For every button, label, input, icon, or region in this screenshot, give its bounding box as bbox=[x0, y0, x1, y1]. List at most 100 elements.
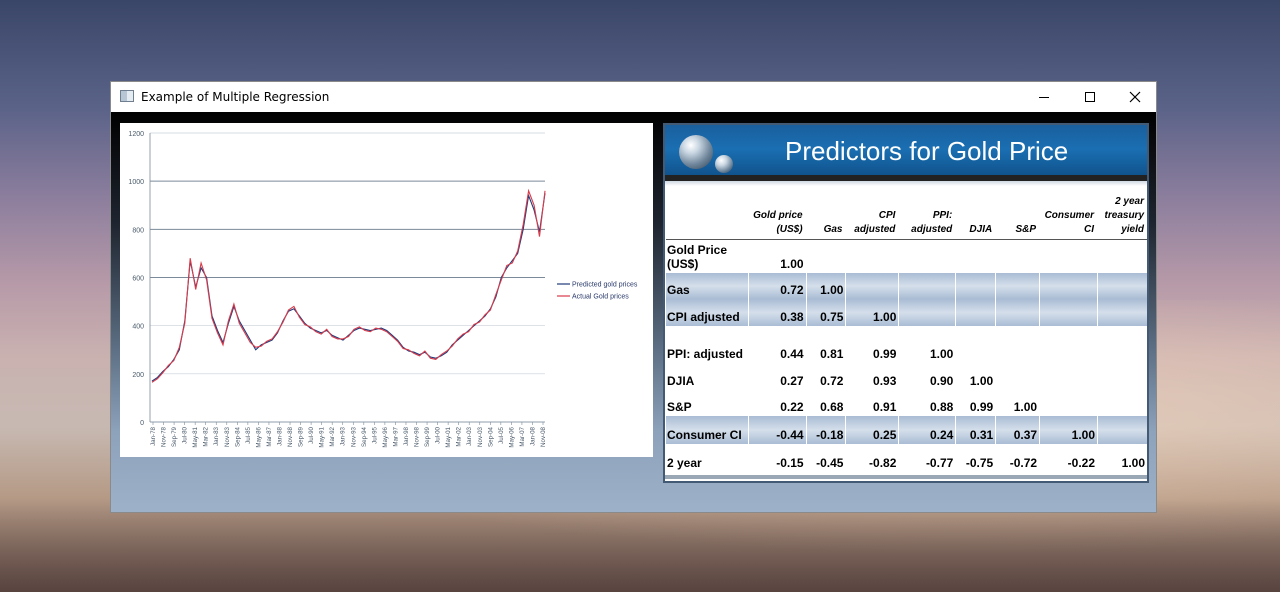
table-row: S&P 0.22 0.68 0.91 0.88 0.99 1.00 bbox=[666, 390, 1147, 416]
row-label: Gas bbox=[666, 272, 748, 299]
x-tick-label: Sep-84 bbox=[234, 426, 241, 447]
column-header-line: 2 year bbox=[1115, 196, 1144, 207]
correlation-cell: -0.72 bbox=[1009, 455, 1038, 470]
x-tick-label: Mar-87 bbox=[266, 426, 273, 446]
x-tick-label: Nov-98 bbox=[414, 426, 421, 447]
correlation-cell: 1.00 bbox=[805, 272, 846, 299]
x-tick-label: May-81 bbox=[192, 426, 199, 447]
correlation-cell bbox=[1039, 326, 1097, 363]
y-tick-label: 600 bbox=[132, 276, 144, 283]
correlation-cell bbox=[806, 240, 846, 273]
column-header-line: CPI bbox=[878, 210, 896, 221]
column-header-line: Gold price bbox=[753, 210, 803, 221]
row-label-line: Gold Price bbox=[667, 242, 728, 257]
header-corner bbox=[666, 191, 748, 240]
banner-stripe bbox=[665, 175, 1147, 181]
gold-price-chart: 0 200 400 600 800 1000 1200 Jan-78 Nov-78 Sep-79 J… bbox=[120, 123, 653, 457]
row-label: CPI adjusted bbox=[666, 298, 748, 326]
row-label-line: CPI adjusted bbox=[667, 309, 740, 324]
correlation-cell bbox=[845, 272, 899, 299]
column-header-line: adjusted bbox=[911, 224, 953, 235]
table-row: Consumer CI -0.44 -0.18 0.25 0.24 0.31 0.37 1.0… bbox=[666, 415, 1147, 444]
correlation-cell: -0.82 bbox=[869, 455, 897, 470]
predictors-slide: Predictors for Gold Price Gold price (US$… bbox=[663, 123, 1149, 483]
correlation-cell bbox=[955, 272, 996, 299]
maximize-button[interactable] bbox=[1067, 82, 1113, 112]
series-line-actual bbox=[151, 188, 546, 383]
column-header-line: Gas bbox=[823, 224, 843, 235]
column-header: Gold price (US$) bbox=[747, 191, 806, 240]
correlation-cell: 0.91 bbox=[873, 399, 897, 414]
correlation-cell: 0.72 bbox=[747, 272, 806, 299]
table-bottom-border bbox=[665, 475, 1147, 479]
y-tick-label: 0 bbox=[140, 420, 144, 427]
correlation-cell: 1.00 bbox=[1121, 455, 1145, 470]
y-tick-label: 800 bbox=[132, 227, 144, 234]
column-header-line: adjusted bbox=[854, 224, 896, 235]
table-row: DJIA 0.27 0.72 0.93 0.90 1.00 bbox=[666, 363, 1147, 390]
table-row: Gold Price (US$) 1.00 bbox=[666, 240, 1147, 273]
correlation-cell bbox=[995, 326, 1039, 363]
window-title: Example of Multiple Regression bbox=[141, 90, 330, 104]
x-tick-label: May-06 bbox=[508, 426, 515, 447]
correlation-cell bbox=[995, 298, 1040, 326]
row-label: PPI: adjusted bbox=[666, 326, 748, 363]
correlation-cell: 0.99 bbox=[873, 346, 897, 361]
column-header: PPI: adjusted bbox=[898, 191, 956, 240]
correlation-cell: 0.99 bbox=[969, 399, 994, 414]
y-tick-label: 400 bbox=[132, 324, 144, 331]
banner-stripe-light bbox=[665, 181, 1147, 186]
correlation-cell: 0.72 bbox=[820, 373, 844, 388]
correlation-cell: 0.22 bbox=[780, 399, 804, 414]
correlation-cell bbox=[995, 240, 1039, 273]
legend-label: Predicted gold prices bbox=[572, 282, 638, 289]
row-label: S&P bbox=[666, 390, 748, 416]
column-header-line: yield bbox=[1121, 224, 1144, 235]
app-window-icon bbox=[120, 90, 134, 102]
x-tick-label: Nov-88 bbox=[287, 426, 294, 447]
correlation-cell: -0.45 bbox=[816, 455, 844, 470]
correlation-cell: 0.27 bbox=[780, 373, 804, 388]
column-header-line: PPI: bbox=[932, 210, 953, 221]
minimize-button[interactable] bbox=[1021, 82, 1067, 112]
correlation-cell bbox=[898, 298, 956, 326]
correlation-cell bbox=[898, 240, 955, 273]
line-chart-svg: 0 200 400 600 800 1000 1200 Jan-78 Nov-78 Sep-79 J… bbox=[128, 131, 638, 448]
table-row: Gas 0.72 1.00 bbox=[666, 272, 1147, 299]
correlation-cell bbox=[1039, 298, 1098, 326]
correlation-cell: 1.00 bbox=[1039, 415, 1098, 444]
correlation-cell bbox=[898, 272, 956, 299]
row-label-line: Gas bbox=[667, 282, 690, 297]
column-header-line bbox=[748, 195, 803, 209]
correlation-cell bbox=[955, 298, 996, 326]
x-tick-label: Jul-95 bbox=[371, 426, 378, 443]
correlation-cell bbox=[1039, 390, 1097, 416]
small-sphere-logo-icon bbox=[715, 155, 733, 173]
x-tick-label: Nov-08 bbox=[540, 426, 547, 447]
correlation-cell bbox=[995, 272, 1040, 299]
x-tick-label: May-01 bbox=[445, 426, 452, 447]
correlation-cell: -0.18 bbox=[805, 415, 846, 444]
correlation-cell bbox=[955, 326, 995, 363]
column-header-line bbox=[955, 195, 992, 209]
correlation-cell: 1.00 bbox=[929, 346, 954, 361]
x-tick-label: Sep-94 bbox=[361, 426, 368, 447]
title-bar[interactable]: Example of Multiple Regression bbox=[111, 82, 1156, 112]
correlation-cell: 1.00 bbox=[780, 256, 804, 271]
x-tick-label: Jan-83 bbox=[213, 426, 220, 445]
x-tick-label: Mar-92 bbox=[329, 426, 336, 446]
x-tick-label: Jan-98 bbox=[403, 426, 410, 445]
correlation-cell bbox=[1097, 240, 1147, 273]
x-tick-label: Mar-97 bbox=[392, 426, 399, 446]
x-tick-label: Jan-93 bbox=[340, 426, 347, 445]
close-button[interactable] bbox=[1112, 82, 1158, 112]
x-tick-label: Sep-89 bbox=[298, 426, 305, 447]
correlation-cell: -0.75 bbox=[965, 455, 994, 470]
row-label: Gold Price (US$) bbox=[666, 240, 748, 273]
row-label-line: 2 year bbox=[667, 455, 702, 470]
correlation-cell: -0.77 bbox=[925, 455, 954, 470]
correlation-cell bbox=[1097, 363, 1147, 390]
column-header-line bbox=[1039, 195, 1094, 209]
x-tick-label: Jan-88 bbox=[276, 426, 283, 445]
column-header-line: CI bbox=[1084, 224, 1095, 235]
